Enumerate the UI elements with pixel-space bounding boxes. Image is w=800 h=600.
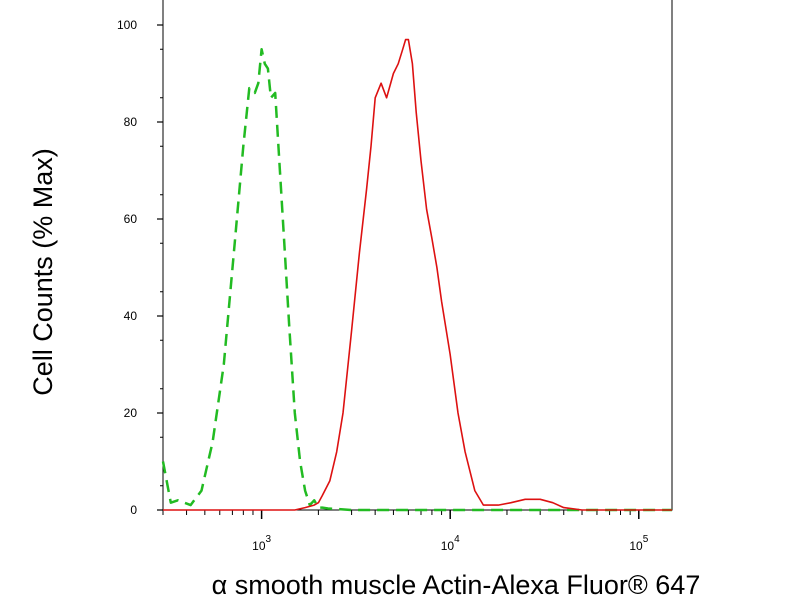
y-tick-label: 20 [124, 406, 138, 420]
y-tick-label: 80 [124, 115, 138, 129]
plot-frame [162, 0, 673, 511]
y-tick-label: 100 [117, 18, 137, 32]
histogram-series-line-1 [161, 48, 672, 512]
series-layer [161, 38, 672, 512]
x-tick-label: 103 [252, 534, 271, 553]
x-tick-label: 104 [441, 534, 460, 553]
y-tick-label: 60 [124, 212, 138, 226]
y-tick-label: 40 [124, 309, 138, 323]
x-axis-title: α smooth muscle Actin-Alexa Fluor® 647 [212, 570, 701, 600]
y-axis-title: Cell Counts (% Max) [28, 148, 58, 396]
y-tick-label: 0 [130, 503, 137, 517]
x-axis: 103 104 105 [162, 510, 649, 553]
x-tick-label: 105 [629, 534, 648, 553]
histogram-series-line-2 [163, 38, 672, 511]
y-axis: 0 20 40 60 80 100 [117, 18, 163, 517]
